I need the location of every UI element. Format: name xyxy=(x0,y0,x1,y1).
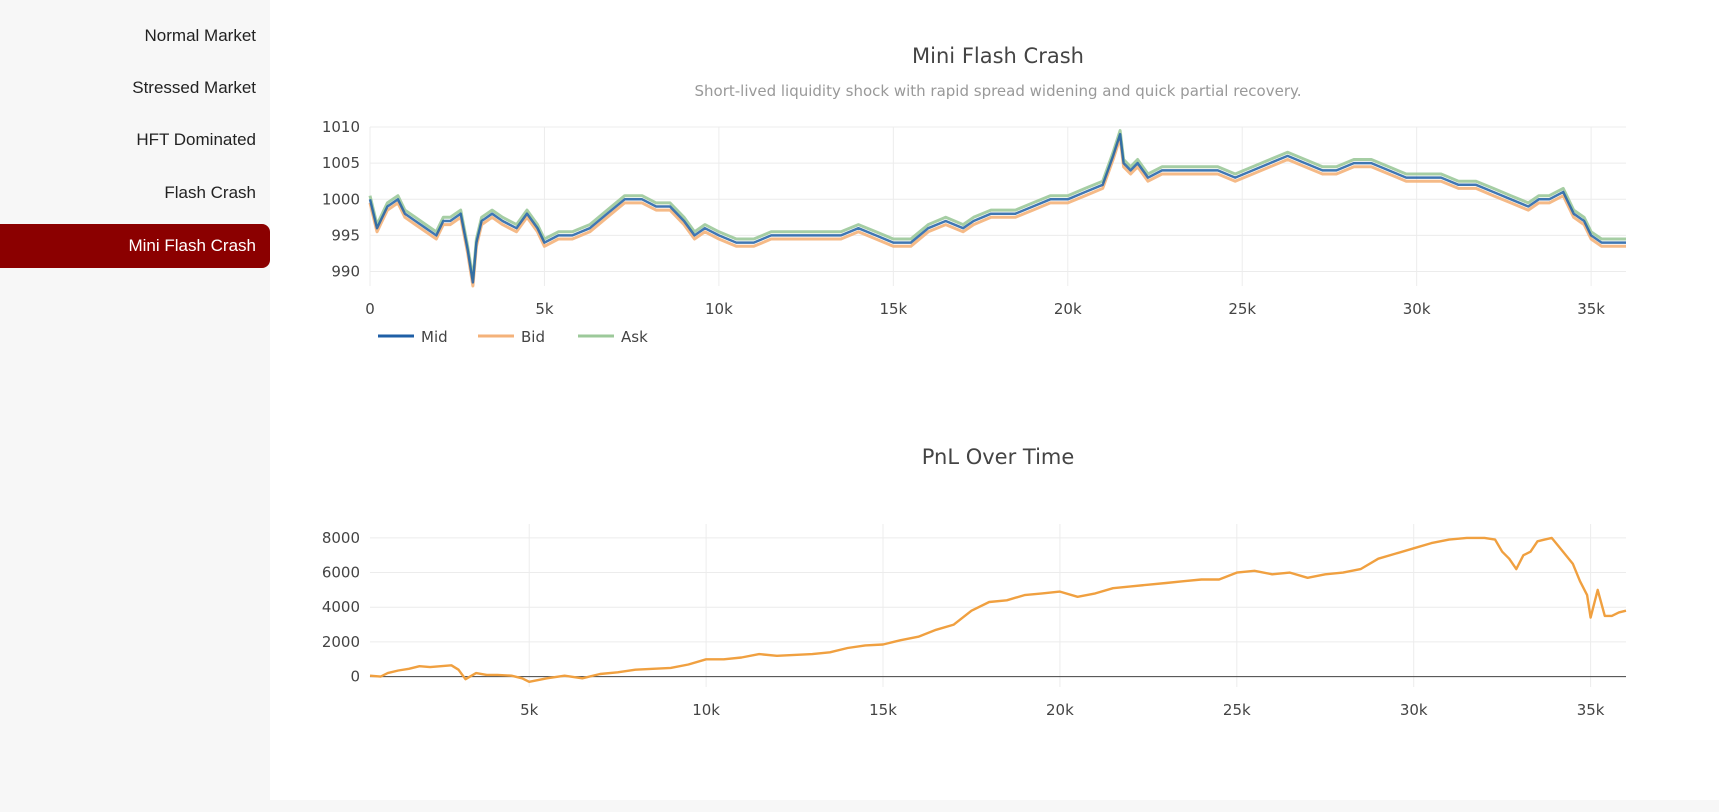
sidebar: Normal Market Stressed Market HFT Domina… xyxy=(0,0,270,812)
chart-axes: 5k 10k 15k 20k 25k 30k 35k 0 2000 4000 6000 8000 xyxy=(322,529,1605,719)
series-line-ask xyxy=(368,129,1626,281)
y-tick-label: 1010 xyxy=(322,118,360,136)
y-tick-label: 6000 xyxy=(322,564,360,582)
y-tick-label: 1005 xyxy=(322,154,360,172)
chart-subtitle: Short-lived liquidity shock with rapid s… xyxy=(694,82,1301,100)
x-tick-label: 25k xyxy=(1223,701,1251,719)
x-tick-label: 5k xyxy=(535,300,554,318)
series-line-bid xyxy=(368,136,1626,288)
y-tick-label: 2000 xyxy=(322,633,360,651)
legend-item-ask[interactable]: Ask xyxy=(578,328,648,346)
x-tick-label: 35k xyxy=(1577,300,1605,318)
x-tick-label: 20k xyxy=(1046,701,1074,719)
x-tick-label: 15k xyxy=(879,300,907,318)
sidebar-item-normal-market[interactable]: Normal Market xyxy=(144,26,256,45)
y-tick-label: 990 xyxy=(331,263,360,281)
sidebar-item-hft-dominated[interactable]: HFT Dominated xyxy=(136,130,256,149)
main-panel: Mini Flash Crash Short-lived liquidity s… xyxy=(270,0,1719,800)
y-tick-label: 995 xyxy=(331,226,360,244)
series-line-mid xyxy=(368,132,1626,284)
legend-label: Ask xyxy=(621,328,648,346)
x-tick-label: 30k xyxy=(1403,300,1431,318)
pnl-chart: PnL Over Time 5k 10k 15k 20k 25k 30k 35k 0 2000 4… xyxy=(322,445,1627,719)
series-line-pnl xyxy=(369,536,1627,683)
sidebar-item-mini-flash-crash[interactable]: Mini Flash Crash xyxy=(0,224,270,268)
chart-axes: 0 5k 10k 15k 20k 25k 30k 35k 990 995 1000 1005 1010 xyxy=(322,118,1605,318)
legend-item-mid[interactable]: Mid xyxy=(378,328,448,346)
x-tick-label: 30k xyxy=(1400,701,1428,719)
x-tick-label: 5k xyxy=(520,701,539,719)
y-tick-label: 0 xyxy=(350,668,360,686)
legend-item-bid[interactable]: Bid xyxy=(478,328,545,346)
chart-grid xyxy=(370,524,1626,687)
chart-series xyxy=(369,536,1627,683)
x-tick-label: 15k xyxy=(869,701,897,719)
sidebar-item-stressed-market[interactable]: Stressed Market xyxy=(132,78,256,97)
chart-title: PnL Over Time xyxy=(922,445,1075,469)
x-tick-label: 25k xyxy=(1228,300,1256,318)
legend-label: Mid xyxy=(421,328,448,346)
chart-legend[interactable]: Mid Bid Ask xyxy=(378,328,648,346)
x-tick-label: 10k xyxy=(692,701,720,719)
x-tick-label: 20k xyxy=(1054,300,1082,318)
chart-grid xyxy=(369,126,1626,286)
chart-title: Mini Flash Crash xyxy=(912,44,1084,68)
price-chart: Mini Flash Crash Short-lived liquidity s… xyxy=(322,44,1626,346)
x-tick-label: 0 xyxy=(365,300,375,318)
y-tick-label: 8000 xyxy=(322,529,360,547)
sidebar-item-flash-crash[interactable]: Flash Crash xyxy=(164,183,256,202)
legend-label: Bid xyxy=(521,328,545,346)
y-tick-label: 4000 xyxy=(322,598,360,616)
x-tick-label: 10k xyxy=(705,300,733,318)
chart-series xyxy=(368,129,1626,288)
y-tick-label: 1000 xyxy=(322,190,360,208)
x-tick-label: 35k xyxy=(1577,701,1605,719)
